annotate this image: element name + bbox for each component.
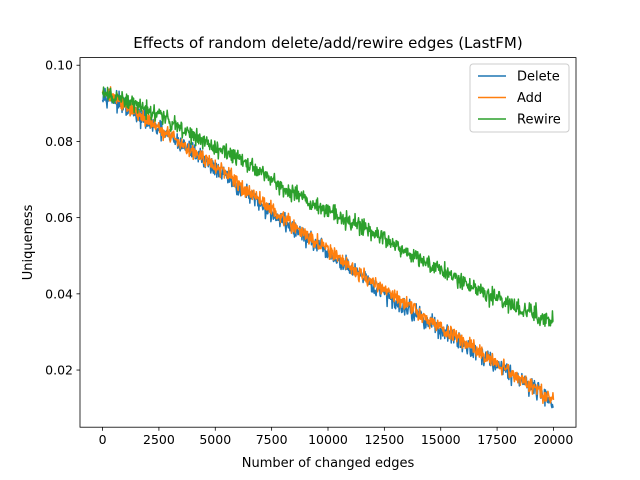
legend-label-add: Add — [517, 91, 542, 106]
legend-label-delete: Delete — [517, 70, 560, 85]
x-tick-label: 17500 — [477, 432, 517, 447]
y-tick-label: 0.02 — [45, 363, 73, 378]
x-axis-label: Number of changed edges — [242, 456, 415, 471]
series-line-add — [101, 86, 555, 405]
y-axis-label: Uniqueness — [21, 204, 36, 280]
x-axis: 0 2500 5000 7500 10000 12500 15000 17500 20000 — [99, 427, 574, 447]
x-tick-label: 12500 — [364, 432, 404, 447]
legend-label-rewire: Rewire — [517, 113, 561, 128]
y-tick-label: 0.08 — [45, 134, 73, 149]
series-line-rewire — [101, 86, 554, 328]
x-tick-label: 15000 — [421, 432, 461, 447]
x-tick-label: 20000 — [534, 432, 574, 447]
x-tick-label: 5000 — [199, 432, 231, 447]
x-tick-label: 2500 — [143, 432, 175, 447]
legend-frame — [469, 63, 570, 133]
chart-title: Effects of random delete/add/rewire edge… — [133, 34, 522, 52]
x-tick-label: 7500 — [256, 432, 288, 447]
y-tick-label: 0.10 — [45, 58, 73, 73]
y-tick-label: 0.04 — [45, 286, 73, 301]
x-tick-label: 10000 — [308, 432, 348, 447]
x-tick-label: 0 — [99, 432, 107, 447]
legend: Delete Add Rewire — [469, 63, 570, 133]
plot-lines — [101, 86, 555, 409]
y-axis: 0.02 0.04 0.06 0.08 0.10 — [45, 58, 80, 378]
y-tick-label: 0.06 — [45, 210, 73, 225]
